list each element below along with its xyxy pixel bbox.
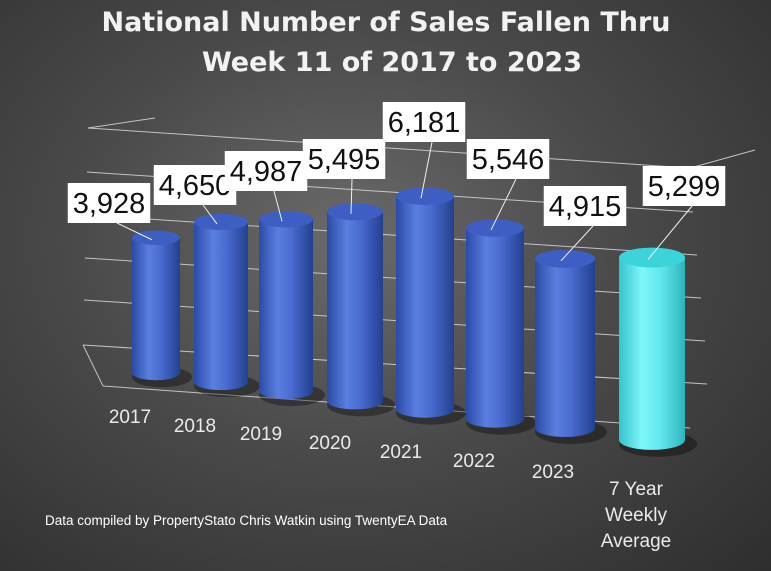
chart-title-line-2: Week 11 of 2017 to 2023 [202,47,582,78]
gridline [83,299,706,342]
gridline [82,344,708,385]
tick-label: 2020 [309,433,351,454]
data-label-2023: 4,915 [543,186,627,262]
axis-line [87,117,156,129]
bar-body [327,211,383,410]
data-label-value: 5,299 [648,171,721,203]
tick-label: 2017 [109,407,151,428]
data-label-2017: 3,928 [67,183,153,241]
data-label-average: 5,299 [642,166,726,260]
axis-line [82,344,104,387]
leader-line [647,205,693,260]
data-label-value: 4,650 [159,170,232,202]
data-label-2019: 4,987 [224,151,308,222]
bar-body [132,237,180,381]
data-label-box [67,183,151,223]
data-label-box [642,166,726,206]
tick-label: 2019 [240,424,282,445]
tick-label-layer: 2017 2018 2019 2020 2021 2022 2023 7 Year Weekly… [109,407,671,552]
bar-body [535,258,595,437]
bar-body [619,257,685,450]
tick-label: 2018 [174,416,216,437]
data-label-2022: 5,546 [466,139,550,231]
data-label-box [466,139,550,179]
bar-2023 [535,249,607,444]
bar-top [132,230,180,245]
data-label-value: 5,495 [308,144,381,176]
data-label-value: 3,928 [73,188,146,220]
bar-body [194,221,248,391]
data-label-box [382,102,466,142]
bar-top [327,203,383,221]
gridline [85,214,698,256]
bar-top [619,247,685,268]
leader-line [420,141,433,199]
gridline [84,257,702,299]
tick-label: 2021 [380,442,422,463]
bar-top [194,213,248,231]
data-label-value: 4,987 [230,156,303,188]
data-label-box [543,186,627,226]
tick-label: 2022 [453,451,495,472]
data-label-2021: 6,181 [382,102,466,199]
bar-top [396,187,454,205]
tick-label: 2023 [532,462,574,483]
axis-line [689,149,756,169]
bar-body [466,228,524,428]
chart-title-line-1: National Number of Sales Fallen Thru [101,7,670,38]
bar-layer [132,187,697,457]
footnote: Data compiled by PropertyStato Chris Wat… [45,513,448,528]
bar-body [396,196,454,418]
data-label-box [153,165,237,205]
bar-2022 [466,219,536,435]
leader-line [350,178,353,214]
tick-label: 7 Year Weekly Average [601,479,671,552]
bar-2018 [194,213,260,398]
bar-2017 [132,230,192,388]
bar-top [535,249,595,268]
leader-line [202,204,218,225]
data-label-box [224,151,308,191]
data-label-2018: 4,650 [153,165,237,225]
data-label-box [302,139,386,179]
data-label-value: 4,915 [549,191,622,223]
bar-2020 [327,203,395,417]
bar-2021 [396,187,466,425]
data-label-value: 6,181 [388,107,461,139]
bar-2019 [259,211,325,407]
chart-title: National Number of Sales Fallen Thru Wee… [101,7,670,78]
leader-line [560,225,594,262]
bar-top [259,211,313,228]
gridline [87,127,691,169]
bar-average [619,247,697,457]
data-label-2020: 5,495 [302,139,386,214]
leader-line [116,222,153,241]
data-label-value: 5,546 [472,144,545,176]
leader-line [490,178,517,231]
bar-body [259,219,313,400]
leader-line [273,190,283,222]
bar-top [466,219,524,237]
